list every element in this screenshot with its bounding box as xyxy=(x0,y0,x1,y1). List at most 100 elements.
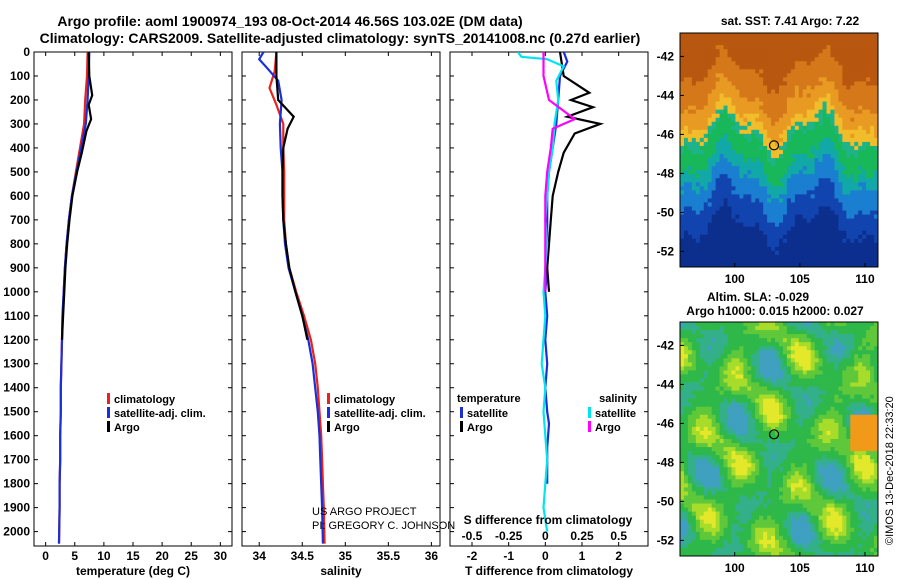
map-cell xyxy=(782,57,788,62)
map-cell xyxy=(680,65,685,70)
map-cell xyxy=(680,129,685,135)
map-cell xyxy=(830,210,835,215)
map-cell xyxy=(687,85,693,90)
map-cell xyxy=(779,206,784,211)
map-cell xyxy=(680,358,685,363)
map-cell xyxy=(751,101,756,107)
map-cell xyxy=(727,434,732,440)
map-cell xyxy=(822,334,827,339)
map-cell xyxy=(695,37,701,42)
map-cell xyxy=(771,113,776,119)
map-cell xyxy=(858,202,863,207)
map-cell xyxy=(683,89,689,94)
map-cell xyxy=(735,459,740,464)
map-cell xyxy=(870,358,875,363)
map-cell xyxy=(814,390,819,396)
map-cell xyxy=(858,73,863,78)
map-cell xyxy=(822,322,827,327)
map-cell xyxy=(786,330,792,335)
map-cell xyxy=(767,178,772,183)
map-cell xyxy=(755,145,760,151)
map-cell xyxy=(870,210,875,215)
map-cell xyxy=(691,467,697,472)
map-cell xyxy=(790,145,796,151)
map-cell xyxy=(834,234,839,240)
map-cell xyxy=(731,45,736,50)
map-cell xyxy=(826,178,831,183)
map-cell xyxy=(703,89,709,94)
map-cell xyxy=(850,145,855,151)
map-cell xyxy=(735,141,740,147)
map-cell xyxy=(786,113,792,119)
map-cell xyxy=(727,426,732,432)
map-cell xyxy=(687,338,693,343)
map-cell xyxy=(699,434,705,440)
map-cell xyxy=(747,234,752,240)
map-cell xyxy=(830,190,835,195)
map-cell xyxy=(751,65,756,70)
map-cell xyxy=(695,166,701,171)
map-cell xyxy=(798,370,804,375)
map-cell xyxy=(703,158,709,163)
map-cell xyxy=(695,382,701,387)
map-cell xyxy=(711,69,717,74)
map-cell xyxy=(870,426,875,432)
map-cell xyxy=(763,430,768,436)
map-cell xyxy=(794,178,800,183)
map-cell xyxy=(759,326,764,331)
map-cell xyxy=(743,45,748,50)
map-cell xyxy=(755,443,760,448)
map-cell xyxy=(763,154,768,159)
map-cell xyxy=(711,57,717,62)
map-cell xyxy=(771,434,776,440)
map-cell xyxy=(870,133,875,139)
map-cell xyxy=(767,378,772,383)
map-cell xyxy=(874,390,879,396)
map-cell xyxy=(763,346,768,351)
map-cell xyxy=(870,174,875,179)
map-cell xyxy=(790,210,796,215)
map-cell xyxy=(739,105,744,111)
map-cell xyxy=(763,137,768,143)
map-cell xyxy=(731,370,736,375)
map-cell xyxy=(818,206,823,211)
map-cell xyxy=(826,418,831,424)
map-cell xyxy=(683,53,689,58)
map-cell xyxy=(755,49,760,54)
map-cell xyxy=(763,37,768,42)
map-cell xyxy=(711,258,717,264)
map-cell xyxy=(763,354,768,359)
map-cell xyxy=(699,439,705,444)
map-cell xyxy=(695,394,701,400)
map-cell xyxy=(735,73,740,78)
map-cell xyxy=(687,242,693,248)
map-cell xyxy=(727,37,732,42)
map-cell xyxy=(703,358,709,363)
map-cell xyxy=(822,238,827,244)
map-cell xyxy=(771,362,776,367)
map-cell xyxy=(846,382,851,387)
map-cell xyxy=(874,170,879,175)
map-cell xyxy=(775,414,780,420)
map-cell xyxy=(703,41,709,46)
map-cell xyxy=(786,170,792,175)
map-cell xyxy=(699,338,705,343)
map-cell xyxy=(680,430,685,436)
map-cell xyxy=(680,57,685,62)
map-cell xyxy=(695,202,701,207)
map-cell xyxy=(870,459,875,464)
map-cell xyxy=(727,170,732,175)
map-cell xyxy=(806,150,812,155)
map-cell xyxy=(874,141,879,147)
map-cell xyxy=(691,451,697,456)
map-cell xyxy=(802,73,808,78)
map-cell xyxy=(775,386,780,391)
map-cell xyxy=(739,206,744,211)
map-cell xyxy=(767,342,772,347)
map-cell xyxy=(866,61,871,66)
map-cell xyxy=(731,414,736,420)
map-cell xyxy=(794,125,800,131)
map-cell xyxy=(695,113,701,119)
map-cell xyxy=(695,362,701,367)
map-cell xyxy=(771,174,776,179)
